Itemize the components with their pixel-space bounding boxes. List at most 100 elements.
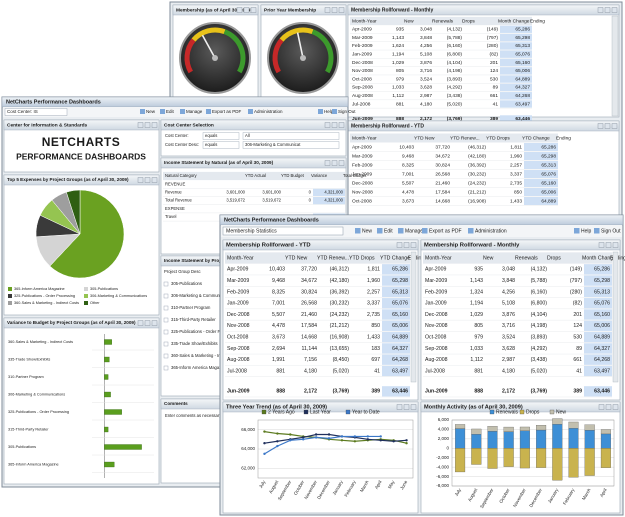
panel-button[interactable] (137, 320, 144, 326)
column-header: New (483, 255, 494, 261)
filter-input[interactable] (202, 141, 240, 149)
table-cell: 65,298 (392, 278, 408, 284)
bar (104, 426, 109, 433)
toolbar-item[interactable]: Administration (254, 109, 283, 114)
line-point (302, 438, 305, 441)
table-cell: Apr-2009 (352, 144, 372, 150)
line-point (379, 435, 382, 438)
toolbar-item[interactable]: Export as PDF (212, 109, 242, 114)
table-cell: Oct-2008 (425, 334, 446, 340)
panel-button[interactable] (144, 320, 151, 326)
panel-button[interactable] (151, 122, 158, 128)
dropdown[interactable] (4, 108, 68, 116)
toolbar-item[interactable]: Administration (475, 228, 507, 234)
expand-box[interactable] (163, 365, 169, 371)
table-cell: Revenue (165, 190, 182, 195)
expand-box[interactable] (163, 281, 169, 287)
panel-button[interactable] (338, 122, 345, 128)
toolbar-item[interactable]: Help (324, 109, 334, 114)
panel-button[interactable] (612, 404, 619, 410)
panel-button[interactable] (338, 160, 345, 166)
panel-button[interactable] (331, 122, 338, 128)
filter-input[interactable] (242, 132, 340, 140)
table-cell: Nov-2008 (227, 323, 250, 329)
line-point (366, 438, 369, 441)
panel-button[interactable] (396, 404, 403, 410)
filter-input[interactable] (242, 141, 340, 149)
toolbar-item[interactable]: New (362, 228, 372, 234)
panel-button[interactable] (604, 123, 611, 129)
table-cell: Jan-2009 (352, 51, 372, 57)
panel-button[interactable] (236, 7, 243, 13)
panel-button[interactable] (611, 123, 618, 129)
filter-input[interactable] (202, 132, 240, 140)
category-label: 325-Publications - Order Processing (8, 410, 69, 414)
panel-button[interactable] (597, 123, 604, 129)
panel-button[interactable] (612, 242, 619, 248)
panel-button[interactable] (396, 242, 403, 248)
column-header: Natural Category (165, 173, 198, 178)
table-cell: 30,824 (301, 289, 317, 295)
panel-button[interactable] (605, 242, 612, 248)
bar-segment (584, 448, 595, 476)
panel-button[interactable] (151, 177, 158, 183)
panel-button[interactable] (151, 320, 158, 326)
panel-button[interactable] (410, 242, 417, 248)
toolbar-item[interactable]: Edit (166, 109, 175, 114)
panel-button[interactable] (410, 404, 417, 410)
panel-button[interactable] (611, 7, 618, 13)
panel-button[interactable] (598, 242, 605, 248)
expand-box[interactable] (163, 341, 169, 347)
table-cell: 41 (493, 101, 499, 107)
toolbar-item[interactable]: Sign Out (338, 109, 356, 114)
table-cell: 3,337 (510, 171, 522, 177)
panel-button[interactable] (324, 122, 331, 128)
panel-button[interactable] (250, 7, 257, 13)
expand-box[interactable] (163, 293, 169, 299)
panel-button[interactable] (324, 160, 331, 166)
table-cell: 63,497 (594, 368, 610, 374)
panel-button[interactable] (338, 7, 345, 13)
expand-box[interactable] (163, 353, 169, 359)
panel-button[interactable] (137, 177, 144, 183)
table-cell: (21,212) (468, 189, 486, 195)
panel-button[interactable] (597, 7, 604, 13)
panel-button[interactable] (403, 404, 410, 410)
table-cell: 41 (576, 368, 582, 374)
toolbar-item[interactable]: Sign Out (601, 228, 621, 234)
panel-button[interactable] (331, 7, 338, 13)
dropdown[interactable] (222, 226, 344, 236)
toolbar-item[interactable]: Help (581, 228, 592, 234)
toolbar-item[interactable]: Manage (405, 228, 423, 234)
expand-box[interactable] (163, 329, 169, 335)
table-header (350, 16, 532, 26)
legend-swatch (489, 409, 495, 415)
gauge-needle (296, 32, 304, 59)
ending-cell (584, 386, 612, 397)
expand-box[interactable] (163, 317, 169, 323)
table-cell: (30,232) (330, 301, 350, 307)
expand-box[interactable] (163, 305, 169, 311)
legend-label: New (556, 409, 566, 415)
panel-button[interactable] (144, 122, 151, 128)
panel-button[interactable] (324, 7, 331, 13)
toolbar-item[interactable]: New (146, 109, 156, 114)
panel-button[interactable] (605, 404, 612, 410)
table-cell: (3,893) (447, 76, 463, 82)
ending-cell (382, 331, 410, 343)
panel-button[interactable] (144, 177, 151, 183)
panel-button[interactable] (598, 404, 605, 410)
toolbar-item[interactable]: Edit (384, 228, 393, 234)
panel-button[interactable] (137, 122, 144, 128)
table-cell: 661 (490, 93, 498, 99)
bar-segment (487, 431, 498, 449)
toolbar-icon (468, 228, 474, 234)
toolbar-item[interactable]: Export as PDF (429, 228, 462, 234)
panel-button[interactable] (331, 160, 338, 166)
panel-button[interactable] (403, 242, 410, 248)
panel-button[interactable] (604, 7, 611, 13)
toolbar-item[interactable]: Manage (186, 109, 203, 114)
panel-button[interactable] (243, 7, 250, 13)
table-cell: Dec-2008 (352, 180, 373, 186)
table-cell: 65,286 (541, 144, 556, 150)
